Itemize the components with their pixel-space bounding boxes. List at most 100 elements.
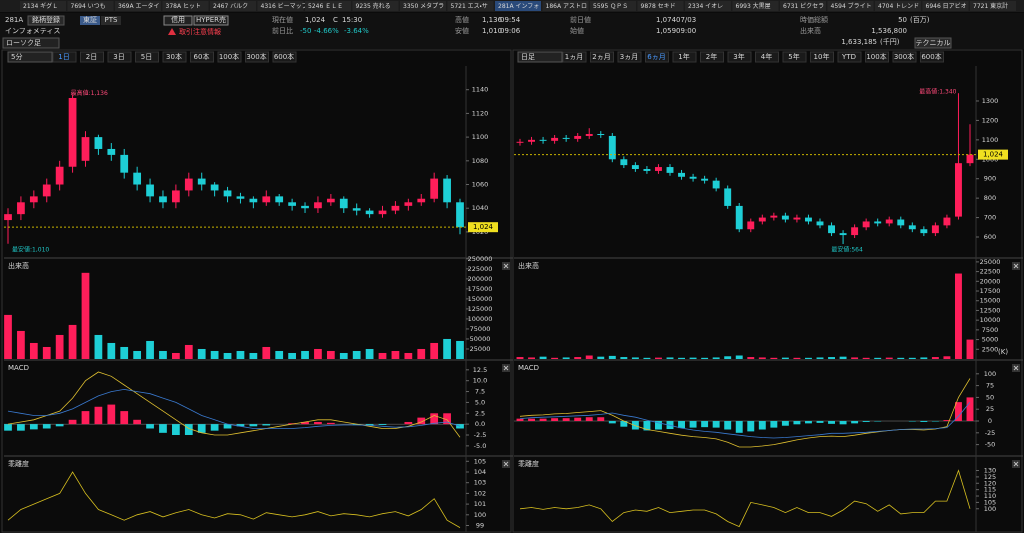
period-button[interactable] [190,51,214,63]
register[interactable]: 銘柄登録 [32,15,60,24]
tab[interactable] [115,1,161,11]
tab[interactable] [67,1,114,11]
period[interactable]: 1年 [678,52,689,61]
tab-label[interactable]: 3350 メタプラ [403,2,444,10]
chart-type[interactable]: ローソク足 [6,39,41,47]
tab[interactable] [400,1,446,11]
period[interactable]: 600本 [921,52,941,61]
period-button[interactable] [107,51,132,63]
period-button[interactable] [782,51,807,63]
tab[interactable] [970,1,1016,11]
period-button[interactable] [590,51,614,63]
period-button[interactable] [80,51,104,63]
period[interactable]: 6ヵ月 [647,53,665,61]
tab[interactable] [447,1,494,11]
tab[interactable] [305,1,351,11]
period[interactable]: 1日 [58,53,69,61]
tab-label[interactable]: 6946 日アビオ [926,2,967,10]
tab-label[interactable]: 9235 売れる [356,2,391,10]
chart-type-select[interactable] [2,37,60,49]
period[interactable]: YTD [841,53,856,61]
period[interactable]: 60本 [194,52,210,61]
period-button[interactable] [837,51,862,63]
market-button[interactable] [80,16,100,25]
period[interactable]: 300本 [246,52,266,61]
period-button[interactable] [892,51,917,63]
tab-label[interactable]: 4704 トレンド [878,3,919,10]
period-button[interactable] [727,51,752,63]
period[interactable]: 600本 [274,52,294,61]
tab-label[interactable]: 5721 エス・サ [451,3,488,10]
market[interactable]: 東証 [83,15,97,24]
tab-label[interactable]: 6731 ピクセラ [783,3,824,10]
period-button[interactable] [162,51,187,63]
tab[interactable] [637,1,684,11]
tab-label[interactable]: 281A インフォ [498,3,539,10]
tab[interactable] [257,1,304,11]
period[interactable]: 2日 [86,53,97,61]
period[interactable]: 3年 [733,52,744,61]
interval[interactable]: 日足 [521,53,535,61]
period-button[interactable] [272,51,297,63]
tab-label[interactable]: 186A アストロ [546,3,587,10]
period[interactable]: 5年 [788,52,799,61]
tab-label[interactable]: 2134 ギグＬ [23,2,58,10]
period-button[interactable] [700,51,724,63]
tab[interactable] [780,1,826,11]
tab-label[interactable]: 6993 大黒屋 [736,2,771,10]
tab[interactable] [732,1,779,11]
pts-button[interactable] [101,16,121,25]
tab-label[interactable]: 7721 東京計 [973,2,1008,10]
tab[interactable] [495,1,541,11]
period-button[interactable] [920,51,944,63]
period-button[interactable] [645,51,669,63]
tab-label[interactable]: 9878 セキド [641,3,676,10]
tab[interactable] [827,1,874,11]
period-button[interactable] [672,51,697,63]
tab-label[interactable]: 378A ヒット [166,3,201,10]
tab-label[interactable]: 5246 ＥＬＥ [308,3,343,10]
period[interactable]: 300本 [894,52,914,61]
tab[interactable] [922,1,969,11]
tab[interactable] [685,1,731,11]
interval-select[interactable] [517,51,563,63]
period[interactable]: 2ヵ月 [592,53,610,61]
period-button[interactable] [245,51,269,63]
technical[interactable]: テクニカル [916,39,951,47]
interval-select[interactable] [7,51,53,63]
period[interactable]: 100本 [219,52,239,61]
caution[interactable]: 取引注意情報 [179,27,221,36]
technical-button[interactable] [914,37,952,49]
period-button[interactable] [865,51,889,63]
pts[interactable]: PTS [105,16,118,24]
period-button[interactable] [810,51,834,63]
register-button[interactable] [27,15,65,26]
period[interactable]: 10年 [814,52,830,61]
tab[interactable] [590,1,636,11]
tab-label[interactable]: 369A エータイ [118,2,159,10]
period-button[interactable] [562,51,587,63]
period[interactable]: 3日 [113,53,124,61]
tab[interactable] [542,1,589,11]
period[interactable]: 100本 [866,52,886,61]
period[interactable]: 30本 [166,52,182,61]
tab-label[interactable]: 2334 イオレ [688,3,723,10]
tab-label[interactable]: 4594 ブライト [831,2,872,10]
tab-label[interactable]: 5595 ＱＰＳ [593,3,628,10]
period[interactable]: 1ヵ月 [565,53,583,61]
interval[interactable]: 5分 [11,52,22,61]
period-button[interactable] [52,51,77,63]
period-button[interactable] [617,51,642,63]
period-button[interactable] [217,51,242,63]
tab-label[interactable]: 7694 いつも [71,3,106,10]
period-button[interactable] [755,51,779,63]
period[interactable]: 4年 [761,52,772,61]
tab[interactable] [352,1,399,11]
tab[interactable] [20,1,66,11]
period[interactable]: 2年 [706,52,717,61]
tab[interactable] [875,1,921,11]
period[interactable]: 3ヵ月 [620,53,638,61]
tab[interactable] [210,1,256,11]
tab-label[interactable]: 4316 ビーマップ [261,2,308,10]
period-button[interactable] [135,51,159,63]
